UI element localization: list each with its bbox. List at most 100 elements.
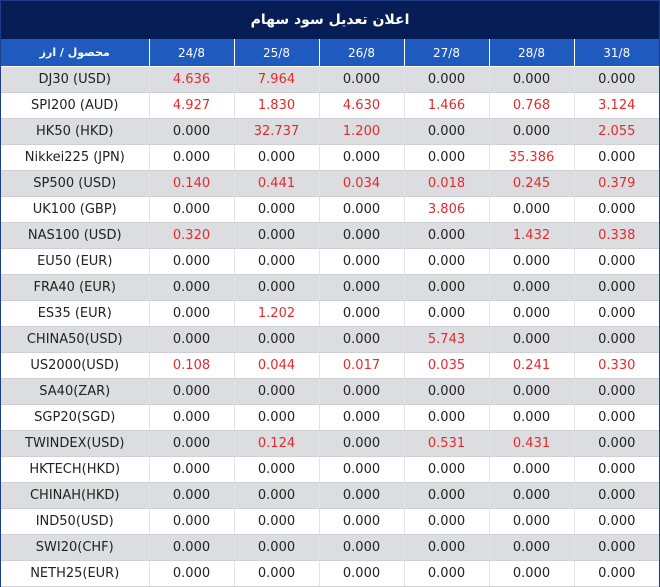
instrument-cell: IND50(USD) bbox=[1, 508, 149, 535]
dividend-value-cell: 0.000 bbox=[403, 248, 489, 275]
dividend-value-cell: 1.830 bbox=[233, 92, 319, 119]
instrument-cell: CHINAH(HKD) bbox=[1, 482, 149, 509]
table-row: CHINAH(HKD) 0.000 0.000 0.000 0.000 0.000 0.00… bbox=[1, 482, 659, 509]
dividend-value-cell: 0.000 bbox=[573, 274, 659, 301]
dividend-value-cell: 0.000 bbox=[318, 560, 404, 587]
column-header-date: 28/8 bbox=[488, 39, 574, 67]
dividend-value-cell: 0.000 bbox=[488, 534, 574, 561]
table-row: SP500 (USD) 0.140 0.441 0.034 0.018 0.245 0.37… bbox=[1, 170, 659, 197]
instrument-cell: UK100 (GBP) bbox=[1, 196, 149, 223]
table-row: DJ30 (USD) 4.636 7.964 0.000 0.000 0.000 0.000 bbox=[1, 66, 659, 93]
dividend-value-cell: 0.000 bbox=[488, 508, 574, 535]
instrument-cell: SGP20(SGD) bbox=[1, 404, 149, 431]
column-header-date: 31/8 bbox=[573, 39, 659, 67]
dividend-value-cell: 0.000 bbox=[318, 430, 404, 457]
dividend-value-cell: 0.000 bbox=[318, 482, 404, 509]
instrument-cell: SPI200 (AUD) bbox=[1, 92, 149, 119]
dividend-value-cell: 32.737 bbox=[233, 118, 319, 145]
dividend-value-cell: 0.000 bbox=[573, 430, 659, 457]
dividend-value-cell: 0.000 bbox=[148, 196, 234, 223]
dividend-value-cell: 0.000 bbox=[488, 404, 574, 431]
dividend-value-cell: 0.000 bbox=[233, 274, 319, 301]
instrument-cell: SWI20(CHF) bbox=[1, 534, 149, 561]
dividend-value-cell: 0.000 bbox=[573, 66, 659, 93]
instrument-cell: US2000(USD) bbox=[1, 352, 149, 379]
dividend-value-cell: 0.124 bbox=[233, 430, 319, 457]
table-row: SGP20(SGD) 0.000 0.000 0.000 0.000 0.000 0.000 bbox=[1, 404, 659, 431]
dividend-value-cell: 0.000 bbox=[488, 118, 574, 145]
dividend-value-cell: 0.000 bbox=[148, 326, 234, 353]
dividend-value-cell: 0.768 bbox=[488, 92, 574, 119]
dividend-value-cell: 0.000 bbox=[488, 326, 574, 353]
dividend-value-cell: 0.035 bbox=[403, 352, 489, 379]
column-header-date: 26/8 bbox=[318, 39, 404, 67]
table-row: SA40(ZAR) 0.000 0.000 0.000 0.000 0.000 0.000 bbox=[1, 378, 659, 405]
dividend-value-cell: 0.000 bbox=[403, 66, 489, 93]
dividend-value-cell: 0.000 bbox=[233, 560, 319, 587]
dividend-value-cell: 5.743 bbox=[403, 326, 489, 353]
dividend-value-cell: 0.034 bbox=[318, 170, 404, 197]
dividend-value-cell: 1.200 bbox=[318, 118, 404, 145]
dividend-value-cell: 0.044 bbox=[233, 352, 319, 379]
dividend-value-cell: 3.806 bbox=[403, 196, 489, 223]
dividend-value-cell: 0.000 bbox=[233, 248, 319, 275]
dividend-value-cell: 0.000 bbox=[573, 534, 659, 561]
dividend-value-cell: 0.000 bbox=[403, 456, 489, 483]
dividend-value-cell: 0.000 bbox=[148, 404, 234, 431]
dividend-value-cell: 0.245 bbox=[488, 170, 574, 197]
dividend-value-cell: 0.000 bbox=[403, 378, 489, 405]
dividend-value-cell: 0.000 bbox=[573, 560, 659, 587]
dividend-value-cell: 0.000 bbox=[318, 326, 404, 353]
dividend-value-cell: 0.000 bbox=[148, 456, 234, 483]
dividend-value-cell: 0.000 bbox=[318, 248, 404, 275]
dividend-value-cell: 0.000 bbox=[488, 560, 574, 587]
dividend-value-cell: 0.379 bbox=[573, 170, 659, 197]
dividend-value-cell: 0.000 bbox=[148, 482, 234, 509]
dividend-value-cell: 0.000 bbox=[318, 196, 404, 223]
table-row: NETH25(EUR) 0.000 0.000 0.000 0.000 0.000 0.00… bbox=[1, 560, 659, 587]
dividend-value-cell: 0.000 bbox=[573, 144, 659, 171]
dividend-value-cell: 4.630 bbox=[318, 92, 404, 119]
instrument-cell: CHINA50(USD) bbox=[1, 326, 149, 353]
dividend-value-cell: 0.338 bbox=[573, 222, 659, 249]
dividend-value-cell: 4.636 bbox=[148, 66, 234, 93]
table-row: IND50(USD) 0.000 0.000 0.000 0.000 0.000 0.000 bbox=[1, 508, 659, 535]
dividend-table: محصول / ارز 24/8 25/8 26/8 27/8 28/8 31/… bbox=[1, 39, 659, 587]
dividend-value-cell: 0.000 bbox=[148, 144, 234, 171]
dividend-value-cell: 0.000 bbox=[573, 378, 659, 405]
dividend-value-cell: 0.000 bbox=[148, 300, 234, 327]
dividend-value-cell: 0.000 bbox=[233, 404, 319, 431]
dividend-value-cell: 0.000 bbox=[148, 560, 234, 587]
dividend-value-cell: 0.000 bbox=[488, 456, 574, 483]
dividend-value-cell: 0.000 bbox=[318, 404, 404, 431]
dividend-value-cell: 0.000 bbox=[403, 404, 489, 431]
instrument-cell: DJ30 (USD) bbox=[1, 66, 149, 93]
dividend-value-cell: 0.000 bbox=[403, 274, 489, 301]
dividend-value-cell: 0.000 bbox=[573, 300, 659, 327]
dividend-value-cell: 0.441 bbox=[233, 170, 319, 197]
dividend-value-cell: 0.000 bbox=[488, 378, 574, 405]
dividend-value-cell: 0.000 bbox=[573, 326, 659, 353]
dividend-value-cell: 0.000 bbox=[233, 222, 319, 249]
dividend-value-cell: 0.000 bbox=[573, 248, 659, 275]
dividend-value-cell: 0.000 bbox=[403, 534, 489, 561]
dividend-value-cell: 0.000 bbox=[488, 482, 574, 509]
dividend-value-cell: 0.000 bbox=[403, 118, 489, 145]
dividend-value-cell: 0.000 bbox=[573, 196, 659, 223]
dividend-value-cell: 0.000 bbox=[573, 508, 659, 535]
dividend-value-cell: 1.432 bbox=[488, 222, 574, 249]
column-header-instrument: محصول / ارز bbox=[1, 39, 149, 67]
table-row: SPI200 (AUD) 4.927 1.830 4.630 1.466 0.768 3.1… bbox=[1, 92, 659, 119]
column-header-date: 27/8 bbox=[403, 39, 489, 67]
dividend-value-cell: 0.000 bbox=[233, 326, 319, 353]
dividend-value-cell: 0.108 bbox=[148, 352, 234, 379]
dividend-value-cell: 0.431 bbox=[488, 430, 574, 457]
dividend-value-cell: 0.000 bbox=[488, 66, 574, 93]
dividend-value-cell: 0.000 bbox=[148, 508, 234, 535]
table-header-row: محصول / ارز 24/8 25/8 26/8 27/8 28/8 31/… bbox=[1, 39, 659, 67]
dividend-value-cell: 0.000 bbox=[403, 482, 489, 509]
dividend-value-cell: 0.000 bbox=[573, 456, 659, 483]
table-row: CHINA50(USD) 0.000 0.000 0.000 5.743 0.000 0.0… bbox=[1, 326, 659, 353]
dividend-value-cell: 0.000 bbox=[233, 378, 319, 405]
dividend-value-cell: 0.000 bbox=[403, 560, 489, 587]
